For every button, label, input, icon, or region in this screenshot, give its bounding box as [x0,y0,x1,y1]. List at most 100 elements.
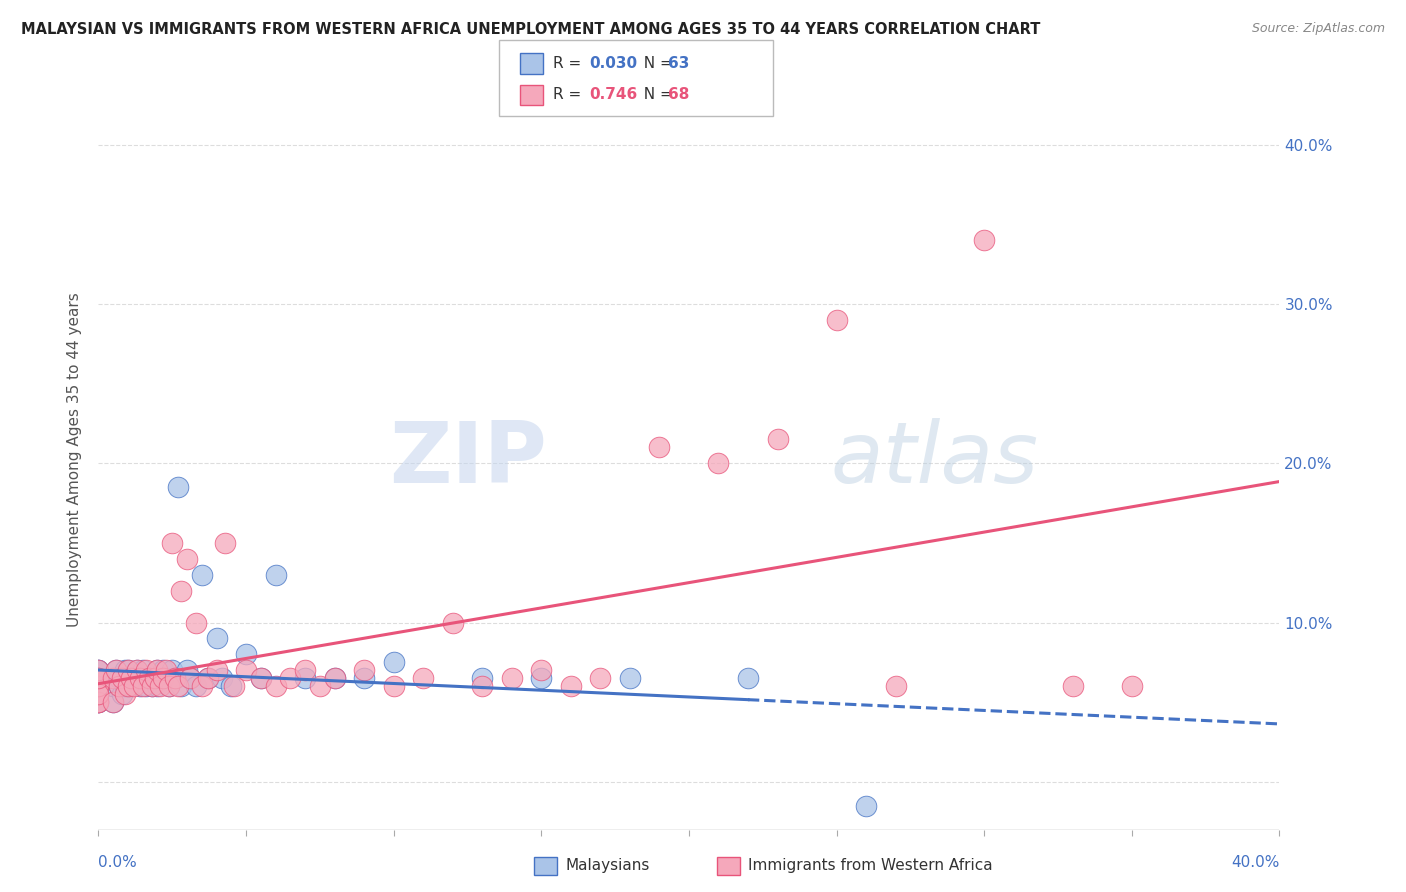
Point [176,552,198,566]
Point [162,664,183,678]
Point [108,679,131,693]
Point [441,615,464,630]
Text: 68: 68 [668,87,689,103]
Text: R =: R = [553,87,586,103]
Point [250,671,273,685]
Text: Source: ZipAtlas.com: Source: ZipAtlas.com [1251,22,1385,36]
Point [146,664,169,678]
Point [264,567,287,582]
Point [87,671,110,685]
Point [280,671,302,685]
Point [120,671,142,685]
Point [117,671,139,685]
Point [103,695,125,709]
Point [214,536,236,550]
Text: 0.746: 0.746 [589,87,637,103]
Point [87,687,110,701]
Point [117,664,139,678]
Point [87,664,110,678]
Point [855,798,877,813]
Point [589,671,612,685]
Point [382,679,405,693]
Point [382,656,405,670]
Point [205,632,228,646]
Point [87,695,110,709]
Point [1062,679,1084,693]
Point [117,664,139,678]
Point [179,671,201,685]
Point [825,313,848,327]
Point [87,695,110,709]
Point [197,671,219,685]
Point [619,671,641,685]
Point [108,679,131,693]
Point [132,679,155,693]
Y-axis label: Unemployment Among Ages 35 to 44 years: Unemployment Among Ages 35 to 44 years [67,292,83,627]
Point [103,671,125,685]
Point [211,671,233,685]
Point [128,679,150,693]
Text: 0.030: 0.030 [589,56,637,70]
Point [648,441,671,455]
Point [146,679,169,693]
Point [170,583,193,598]
Point [105,664,128,678]
Text: R =: R = [553,56,586,70]
Point [87,679,110,693]
Point [530,664,553,678]
Point [111,671,134,685]
Point [87,679,110,693]
Point [138,671,160,685]
Point [197,671,219,685]
Point [141,679,163,693]
Point [114,679,136,693]
Point [125,664,148,678]
Point [1121,679,1143,693]
Point [87,671,110,685]
Point [114,687,136,701]
Point [309,679,332,693]
Point [530,671,553,685]
Text: Immigrants from Western Africa: Immigrants from Western Africa [748,858,993,872]
Point [87,695,110,709]
Text: N =: N = [634,56,678,70]
Point [167,679,190,693]
Point [87,664,110,678]
Point [143,671,166,685]
Point [141,679,163,693]
Point [155,671,177,685]
Point [501,671,523,685]
Point [323,671,346,685]
Point [132,671,155,685]
Point [170,679,193,693]
Point [108,671,131,685]
Point [152,664,174,678]
Point [973,234,995,248]
Point [205,664,228,678]
Point [560,679,582,693]
Point [103,695,125,709]
Point [191,567,214,582]
Point [87,679,110,693]
Text: 0.0%: 0.0% [98,855,138,870]
Point [157,679,180,693]
Point [176,664,198,678]
Point [87,664,110,678]
Point [87,687,110,701]
Text: Malaysians: Malaysians [565,858,650,872]
Text: atlas: atlas [831,417,1039,501]
Point [884,679,907,693]
Text: N =: N = [634,87,678,103]
Point [87,679,110,693]
Point [165,671,187,685]
Point [117,679,139,693]
Point [294,671,316,685]
Text: 63: 63 [668,56,689,70]
Point [179,671,201,685]
Point [120,679,142,693]
Point [114,664,136,678]
Point [235,664,257,678]
Point [224,679,246,693]
Point [122,671,145,685]
Point [128,671,150,685]
